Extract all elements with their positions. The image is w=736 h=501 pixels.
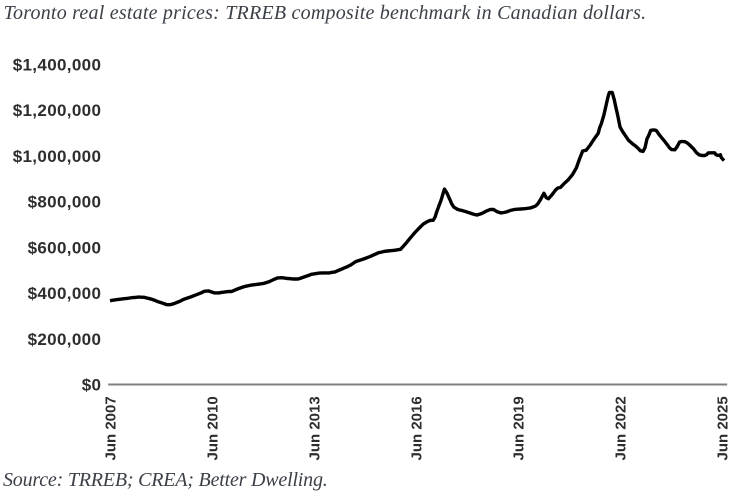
svg-text:Jun 2013: Jun 2013 — [307, 396, 324, 460]
svg-text:Jun 2022: Jun 2022 — [613, 396, 630, 460]
svg-text:$1,400,000: $1,400,000 — [13, 55, 102, 74]
svg-text:$400,000: $400,000 — [28, 284, 102, 303]
svg-text:Source: TRREB; CREA; Better Dw: Source: TRREB; CREA; Better Dwelling. — [3, 469, 328, 491]
svg-text:$600,000: $600,000 — [28, 238, 102, 257]
svg-text:Jun 2019: Jun 2019 — [511, 396, 528, 460]
svg-text:$1,200,000: $1,200,000 — [13, 101, 102, 120]
svg-text:Jun 2007: Jun 2007 — [103, 396, 120, 460]
svg-text:Toronto real estate prices: TR: Toronto real estate prices: TRREB compos… — [4, 2, 647, 24]
svg-text:$1,000,000: $1,000,000 — [13, 147, 102, 166]
svg-text:Jun 2016: Jun 2016 — [409, 396, 426, 460]
svg-text:Jun 2010: Jun 2010 — [205, 396, 222, 460]
svg-text:$800,000: $800,000 — [28, 193, 102, 212]
svg-text:$200,000: $200,000 — [28, 330, 102, 349]
svg-text:Jun 2025: Jun 2025 — [715, 396, 732, 460]
svg-text:$0: $0 — [82, 376, 102, 395]
